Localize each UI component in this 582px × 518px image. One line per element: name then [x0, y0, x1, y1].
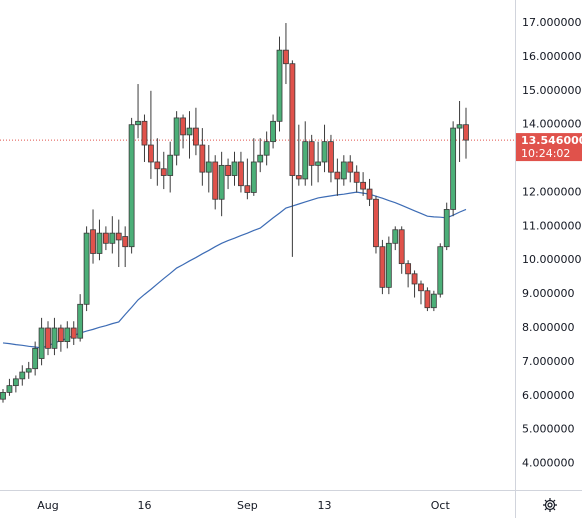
- candle-body: [38, 327, 45, 359]
- candle-body: [295, 175, 302, 180]
- candle-body: [109, 232, 116, 244]
- candle-body: [64, 327, 71, 342]
- candle-body: [405, 263, 412, 275]
- y-tick-label: 5.000000: [522, 423, 575, 436]
- candle-body: [0, 392, 6, 400]
- candle-body: [443, 209, 450, 248]
- candle-body: [385, 242, 392, 288]
- candle-body: [115, 232, 122, 241]
- candle-body: [257, 154, 264, 163]
- candle-body: [276, 49, 283, 122]
- candle-body: [334, 171, 341, 180]
- candle-body: [244, 185, 251, 193]
- candle-body: [19, 371, 26, 380]
- candle-body: [308, 141, 315, 166]
- candle-body: [77, 303, 84, 339]
- candle-body: [57, 327, 64, 342]
- candle-body: [360, 181, 367, 190]
- candle-body: [283, 49, 289, 65]
- candle-body: [456, 124, 463, 129]
- candle-body: [167, 154, 174, 176]
- candle-body: [424, 290, 431, 309]
- candle-body: [231, 161, 238, 176]
- countdown-label: 10:24:02: [521, 147, 570, 160]
- candle-body: [90, 229, 96, 254]
- candle-body: [328, 141, 334, 173]
- candle-body: [450, 127, 457, 210]
- candle-body: [205, 161, 212, 173]
- candle-body: [340, 161, 347, 180]
- candle-body: [212, 161, 219, 200]
- candle-body: [83, 232, 90, 305]
- y-tick-label: 10.000000: [522, 253, 582, 266]
- y-tick-label: 12.000000: [522, 185, 582, 198]
- candle-body: [180, 117, 186, 136]
- x-tick-label: Oct: [431, 499, 451, 512]
- candle-body: [238, 161, 244, 187]
- candle-body: [411, 273, 418, 285]
- candle-body: [45, 327, 51, 349]
- candle-body: [250, 161, 257, 193]
- y-tick-label: 9.000000: [522, 287, 575, 300]
- settings-icon[interactable]: [543, 498, 557, 512]
- y-tick-label: 6.000000: [522, 389, 575, 402]
- candle-body: [398, 229, 405, 265]
- candle-body: [366, 188, 373, 200]
- candle-body: [199, 144, 206, 173]
- candle-body: [302, 141, 309, 180]
- candle-body: [12, 378, 19, 387]
- candle-body: [128, 124, 135, 248]
- y-tick-label: 7.000000: [522, 355, 575, 368]
- candle-body: [25, 368, 32, 373]
- last-price-label: 13.546000: [521, 134, 582, 147]
- candle-body: [135, 120, 141, 126]
- last-price-box: [516, 133, 582, 162]
- candle-body: [122, 236, 129, 248]
- x-tick-label: Aug: [37, 499, 58, 512]
- candle-body: [263, 141, 270, 156]
- candle-body: [225, 164, 231, 176]
- candle-body: [392, 229, 399, 244]
- candle-body: [463, 124, 469, 141]
- y-tick-label: 16.000000: [522, 50, 582, 63]
- x-tick-label: 16: [137, 499, 151, 512]
- candle-body: [347, 161, 354, 173]
- candle-body: [96, 232, 103, 254]
- candle-body: [154, 161, 161, 170]
- candle-body: [186, 127, 193, 136]
- y-tick-label: 17.000000: [522, 16, 582, 29]
- y-tick-label: 14.000000: [522, 118, 582, 131]
- candle-body: [418, 283, 424, 292]
- y-tick-label: 15.000000: [522, 84, 582, 97]
- candle-body: [70, 327, 77, 339]
- candle-body: [141, 120, 148, 146]
- candle-body: [270, 120, 276, 143]
- y-tick-label: 8.000000: [522, 321, 575, 334]
- candle-body: [373, 198, 379, 248]
- candle-body: [148, 144, 154, 163]
- candle-body: [160, 168, 167, 176]
- x-tick-label: Sep: [237, 499, 258, 512]
- y-tick-label: 4.000000: [522, 457, 575, 470]
- candle-body: [430, 293, 437, 309]
- candle-body: [353, 171, 360, 183]
- candle-body: [51, 327, 58, 349]
- candle-body: [289, 63, 296, 176]
- candle-body: [6, 385, 13, 393]
- candle-body: [379, 246, 386, 288]
- candle-body: [218, 164, 225, 200]
- x-tick-label: 13: [318, 499, 332, 512]
- candle-body: [321, 141, 328, 163]
- candle-body: [173, 117, 180, 156]
- candle-body: [315, 161, 321, 166]
- candle-body: [437, 246, 444, 295]
- candle-body: [193, 127, 199, 146]
- candle-body: [32, 347, 39, 370]
- candle-body: [102, 232, 109, 244]
- y-tick-label: 11.000000: [522, 219, 582, 232]
